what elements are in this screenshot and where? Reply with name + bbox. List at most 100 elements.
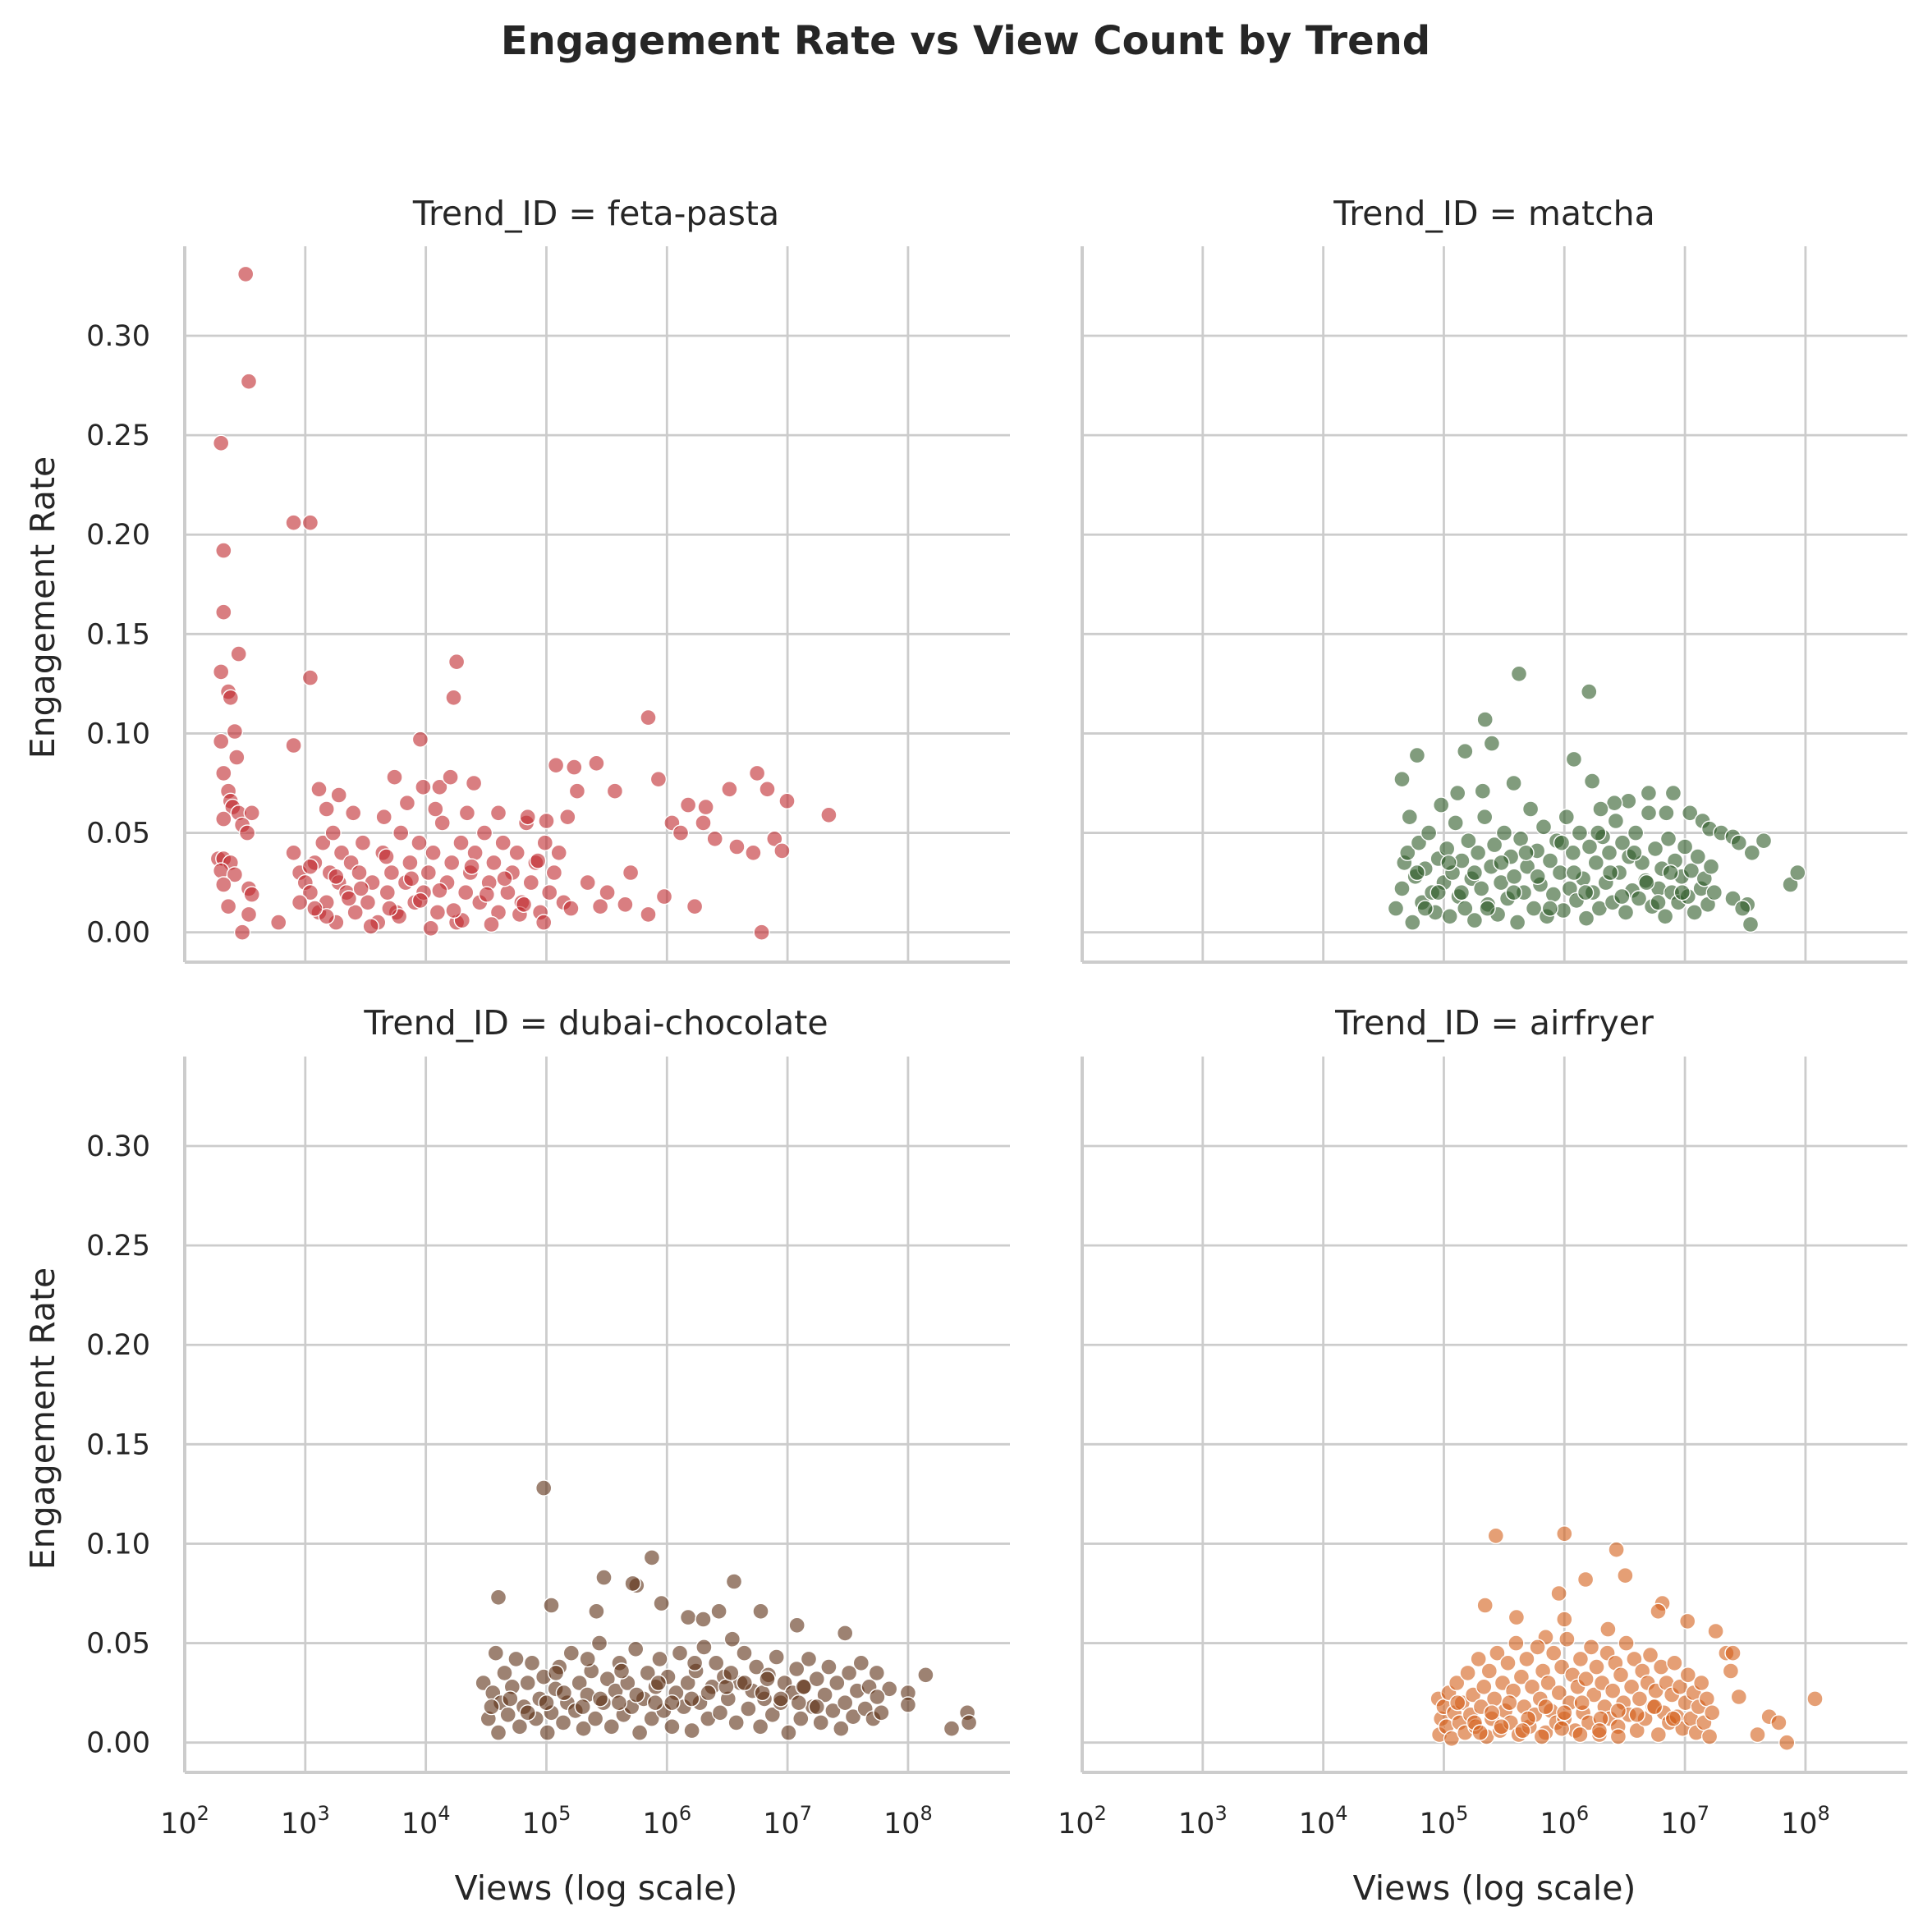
data-point [1572, 1726, 1589, 1744]
data-point [301, 883, 319, 901]
data-point [627, 1640, 645, 1658]
data-point [1393, 771, 1411, 788]
data-point [354, 834, 372, 851]
data-point [1686, 904, 1703, 921]
data-point [1689, 848, 1707, 865]
data-point [773, 842, 791, 860]
data-point [1650, 894, 1667, 911]
data-point [1556, 1611, 1573, 1628]
data-point [1387, 900, 1405, 917]
data-point [1533, 1728, 1551, 1745]
data-point [1770, 1714, 1787, 1731]
data-point [683, 1721, 700, 1740]
data-point [541, 883, 558, 901]
data-point [1535, 818, 1553, 836]
data-point [622, 864, 640, 882]
data-point [475, 824, 493, 841]
y-tick-label: 0.10 [86, 717, 150, 750]
data-point [899, 1696, 917, 1713]
data-point [748, 764, 766, 782]
scatter-series [209, 265, 838, 941]
data-point [489, 1588, 507, 1607]
data-point [1565, 750, 1583, 768]
data-point [240, 905, 258, 924]
data-point [1470, 1650, 1487, 1668]
data-point [617, 896, 634, 914]
data-point [379, 883, 396, 901]
y-tick-label: 0.25 [86, 1230, 150, 1263]
grid [1081, 246, 1907, 962]
data-point [624, 1575, 641, 1593]
data-point [740, 1700, 757, 1717]
data-point [213, 732, 230, 750]
data-point [483, 1698, 500, 1716]
data-point [1666, 1654, 1683, 1672]
data-point [686, 897, 704, 915]
data-point [1707, 1622, 1724, 1640]
data-point [710, 1602, 727, 1621]
data-point [411, 834, 428, 851]
data-point [697, 798, 714, 816]
data-point [631, 1724, 649, 1741]
data-point [695, 1639, 713, 1656]
data-point [1681, 805, 1699, 822]
data-point [820, 1658, 838, 1676]
panel-feta-pasta: Trend_ID = feta-pasta 0.00 0.05 0.10 0.15 0.… [86, 194, 1010, 964]
data-point [1678, 1612, 1696, 1630]
x-tick-label: 102 [160, 1802, 209, 1841]
data-point [539, 1724, 556, 1741]
x-tick-label: 103 [1178, 1802, 1228, 1841]
data-point [1550, 1584, 1567, 1602]
data-point [1483, 1704, 1501, 1721]
data-point [1544, 1644, 1563, 1662]
data-point [1551, 864, 1569, 882]
data-point [415, 778, 432, 795]
y-tick-label: 0.30 [86, 320, 150, 353]
data-point [523, 1654, 541, 1672]
data-point [795, 1678, 812, 1696]
data-point [1730, 834, 1748, 851]
data-point [683, 1690, 700, 1708]
data-point [869, 1688, 886, 1706]
data-point [1676, 838, 1694, 855]
data-point [1576, 883, 1595, 901]
data-point [808, 1698, 825, 1716]
data-point [1650, 1602, 1667, 1621]
data-point [788, 1616, 805, 1634]
data-point [706, 830, 723, 847]
data-point [1618, 1634, 1635, 1652]
panel-dubai-chocolate: Trend_ID = dubai-chocolate 0.00 0.05 0.10 0… [86, 1003, 1010, 1841]
data-point [554, 1714, 572, 1731]
data-point [328, 868, 345, 886]
data-point [1645, 1698, 1664, 1716]
data-point [646, 1694, 664, 1712]
data-point [1682, 862, 1700, 879]
data-point [1416, 900, 1434, 917]
data-point [1517, 844, 1535, 862]
data-point [1460, 832, 1477, 850]
data-point [727, 1714, 745, 1731]
data-point [1679, 1666, 1697, 1684]
data-point [790, 1694, 807, 1712]
data-point [753, 924, 770, 941]
data-point [579, 873, 596, 892]
data-point [1604, 1682, 1622, 1699]
data-point [213, 434, 230, 452]
data-point [588, 1602, 605, 1621]
data-point [352, 880, 369, 897]
data-point [679, 796, 697, 814]
data-point [330, 786, 347, 804]
data-point [411, 892, 429, 910]
data-point [434, 814, 451, 832]
data-point [780, 1724, 797, 1741]
data-point [213, 663, 230, 681]
data-point [285, 736, 302, 754]
data-point [215, 603, 232, 621]
data-point [1658, 805, 1675, 822]
panel-title: Trend_ID = feta-pasta [412, 194, 779, 233]
data-point [494, 834, 512, 851]
data-point [226, 866, 244, 883]
data-point [443, 854, 461, 872]
data-point [721, 781, 738, 798]
data-point [1510, 665, 1528, 682]
